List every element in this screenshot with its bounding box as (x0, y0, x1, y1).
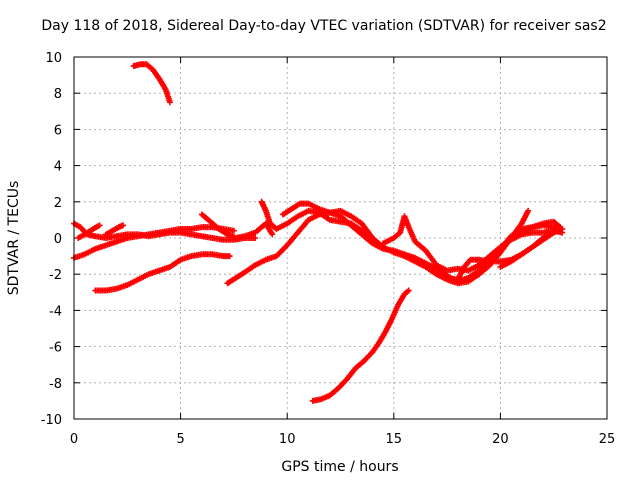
y-tick-label: -10 (41, 413, 62, 428)
y-tick-label: -4 (49, 304, 62, 319)
data-point (269, 231, 276, 238)
series-arc-7 (198, 211, 276, 241)
data-point (230, 227, 237, 234)
x-tick-label: 10 (279, 432, 296, 447)
chart-title: Day 118 of 2018, Sidereal Day-to-day VTE… (41, 18, 606, 34)
data-point (525, 207, 532, 214)
series-markers (71, 61, 566, 404)
y-tick-label: 10 (45, 51, 62, 66)
x-tick-label: 25 (599, 432, 616, 447)
y-tick-label: 4 (54, 160, 62, 175)
data-point (226, 253, 233, 260)
data-point (120, 222, 127, 229)
data-point (557, 224, 564, 231)
data-point (96, 222, 103, 229)
x-tick-label: 20 (492, 432, 509, 447)
series-arc-12 (380, 213, 566, 274)
series-arc-11 (309, 287, 412, 404)
y-tick-label: -8 (49, 377, 62, 392)
data-point (405, 287, 412, 294)
x-tick-label: 15 (386, 432, 403, 447)
x-tick-labels: 0 5 10 15 20 25 (70, 432, 615, 447)
y-tick-label: 6 (54, 123, 62, 138)
series-arc-5 (102, 222, 127, 238)
y-tick-labels: -10 -8 -6 -4 -2 0 2 4 6 8 10 (41, 51, 62, 428)
data-point (166, 99, 173, 106)
series-arc-14 (497, 225, 566, 270)
series-arc-6 (92, 251, 233, 294)
y-tick-label: 0 (54, 232, 62, 247)
y-tick-label: 2 (54, 196, 62, 211)
plot-frame (73, 56, 608, 420)
series-arc-1 (130, 61, 173, 106)
y-tick-label: -6 (49, 341, 62, 356)
x-axis-label: GPS time / hours (281, 459, 398, 475)
y-axis-label: SDTVAR / TECUs (6, 181, 22, 296)
series-arc-10 (279, 200, 564, 285)
y-tick-label: -2 (49, 268, 62, 283)
y-tick-label: 8 (54, 87, 62, 102)
series-arc-4 (75, 222, 103, 241)
series-arc-15 (518, 218, 564, 236)
x-tick-label: 5 (176, 432, 184, 447)
x-tick-label: 0 (70, 432, 78, 447)
data-point (252, 235, 259, 241)
